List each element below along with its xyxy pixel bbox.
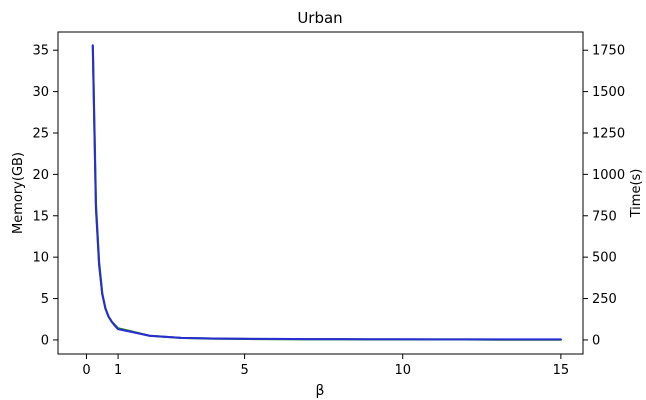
right-y-tick-label: 500 <box>592 251 617 266</box>
left-y-tick-label: 15 <box>32 209 49 224</box>
right-y-tick-label: 250 <box>592 292 617 307</box>
lines-layer <box>91 44 562 341</box>
x-axis-label: β <box>316 383 325 399</box>
left-y-axis: 0 5 10 15 20 25 30 35 <box>32 44 58 348</box>
x-tick-label: 1 <box>114 363 122 378</box>
right-y-tick-label: 750 <box>592 209 617 224</box>
chart-title: Urban <box>297 9 342 27</box>
x-axis: 0 1 5 10 15 <box>82 354 569 378</box>
right-y-tick-label: 0 <box>592 333 600 348</box>
left-y-tick-label: 35 <box>32 44 49 59</box>
time-series-line <box>91 44 562 341</box>
x-tick-label: 15 <box>553 363 570 378</box>
left-y-tick-label: 10 <box>32 251 49 266</box>
plot-frame <box>57 31 584 355</box>
right-y-tick-label: 1000 <box>592 168 625 183</box>
right-y-tick-label: 1750 <box>592 44 625 59</box>
right-y-tick-label: 1250 <box>592 126 625 141</box>
left-y-tick-label: 0 <box>41 333 49 348</box>
left-y-tick-label: 5 <box>41 292 49 307</box>
right-y-axis: 0 250 500 750 1000 1250 1500 1750 <box>583 44 625 348</box>
left-y-axis-label: Memory(GB) <box>11 152 26 234</box>
left-y-tick-label: 30 <box>32 85 49 100</box>
right-y-axis-label: Time(s) <box>629 169 644 219</box>
left-y-tick-label: 20 <box>32 168 49 183</box>
plot-area <box>57 31 584 355</box>
memory-series-line <box>91 44 562 341</box>
left-y-tick-label: 25 <box>32 126 49 141</box>
right-y-tick-label: 1500 <box>592 85 625 100</box>
x-tick-label: 10 <box>394 363 411 378</box>
x-tick-label: 5 <box>240 363 248 378</box>
x-tick-label: 0 <box>82 363 90 378</box>
